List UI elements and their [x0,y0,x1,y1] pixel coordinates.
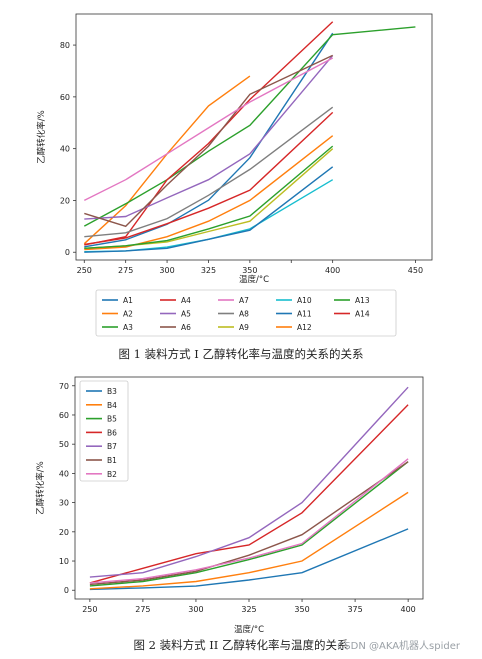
legend: B3 B4 B5 B6 B7 B1 B2 [79,380,129,482]
x-tick-label: 350 [242,266,257,275]
legend-label-a6: A6 [181,323,191,332]
chart-2: 250 275 300 325 350 375 400 0 10 20 30 40 50 60 70 温度/°… [35,376,424,635]
y-tick-label: 40 [60,145,70,154]
x-tick-label: 400 [325,266,340,275]
y-tick-label: 20 [60,196,70,205]
legend-label-b4: B4 [107,401,117,410]
x-tick-label: 300 [188,605,203,614]
legend: A1 A2 A3 A4 A5 A6 A7 A8 A9 A10 A11 A12 A13 A14 [95,289,397,337]
x-tick-label: 250 [77,266,92,275]
y-tick-label: 60 [59,411,69,420]
x-tick-label: 325 [241,605,256,614]
x-axis-label: 温度/°C [239,274,269,285]
legend-label-a7: A7 [239,296,249,305]
series-group [83,21,416,253]
series-line-a11 [84,166,334,253]
legend-label-a3: A3 [123,323,133,332]
y-tick-label: 50 [59,440,69,449]
y-tick-label: 20 [59,528,69,537]
x-tick-label: 275 [118,266,133,275]
legend-label-a5: A5 [181,310,191,319]
y-tick-label: 80 [60,41,70,50]
series-line-a3 [83,26,416,227]
x-tick-label: 350 [294,605,309,614]
figure-1-caption: 图 1 装料方式 I 乙醇转化率与温度的关系的关系 [118,347,364,361]
y-axis-label: 乙醇转化率/% [36,110,47,163]
series-line-a13 [84,145,334,249]
legend-label-a9: A9 [239,323,249,332]
y-tick-label: 40 [59,469,69,478]
series-line-a4 [84,21,334,246]
figure-2-caption: 图 2 装料方式 II 乙醇转化率与温度的关系 [133,638,349,652]
x-tick-label: 300 [159,266,174,275]
x-tick-label: 400 [401,605,416,614]
chart-1: 250 275 300 325 350 400 450 0 20 40 60 80 温度/°C 乙醇转化率… [36,13,433,337]
legend-label-a10: A10 [297,296,312,305]
y-tick-label: 30 [59,499,69,508]
watermark: CSDN @AKA机器人spider [337,641,460,652]
series-line-a14 [84,111,334,246]
legend-label-a1: A1 [123,296,133,305]
x-tick-label: 275 [135,605,150,614]
series-line-b7 [89,386,409,578]
y-tick-label: 10 [59,557,69,566]
series-line-a1 [84,32,334,248]
legend-box [95,289,397,337]
legend-label-b3: B3 [107,387,117,396]
legend-label-a12: A12 [297,323,312,332]
y-tick-label: 60 [60,93,70,102]
legend-label-b6: B6 [107,428,117,437]
y-tick-label: 0 [65,248,70,257]
legend-label-a11: A11 [297,310,312,319]
series-line-a6 [84,54,333,228]
legend-label-a2: A2 [123,310,133,319]
legend-label-a14: A14 [355,310,370,319]
legend-label-b5: B5 [107,415,117,424]
x-tick-label: 250 [82,605,97,614]
series-line-a12 [84,135,334,251]
legend-box [79,380,129,482]
x-tick-label: 325 [201,266,216,275]
x-tick-label: 450 [408,266,423,275]
legend-label-a4: A4 [181,296,191,305]
series-line-b6 [89,404,409,584]
legend-label-b1: B1 [107,456,117,465]
y-tick-label: 0 [64,586,69,595]
series-line-a5 [84,54,334,220]
y-tick-label: 70 [59,382,69,391]
series-group [89,386,409,591]
legend-label-b2: B2 [107,470,117,479]
legend-label-a13: A13 [355,296,370,305]
legend-label-a8: A8 [239,310,249,319]
x-tick-label: 375 [347,605,362,614]
series-line-a7 [83,57,334,202]
series-line-b5 [89,461,409,587]
series-line-a8 [84,106,334,238]
series-line-b3 [89,528,409,591]
series-line-b4 [89,491,409,590]
x-axis-label: 温度/°C [234,624,264,635]
y-axis-label: 乙醇转化率/% [35,461,46,514]
legend-label-b7: B7 [107,442,117,451]
series-line-b2 [89,458,409,584]
plot-frame [75,13,433,261]
